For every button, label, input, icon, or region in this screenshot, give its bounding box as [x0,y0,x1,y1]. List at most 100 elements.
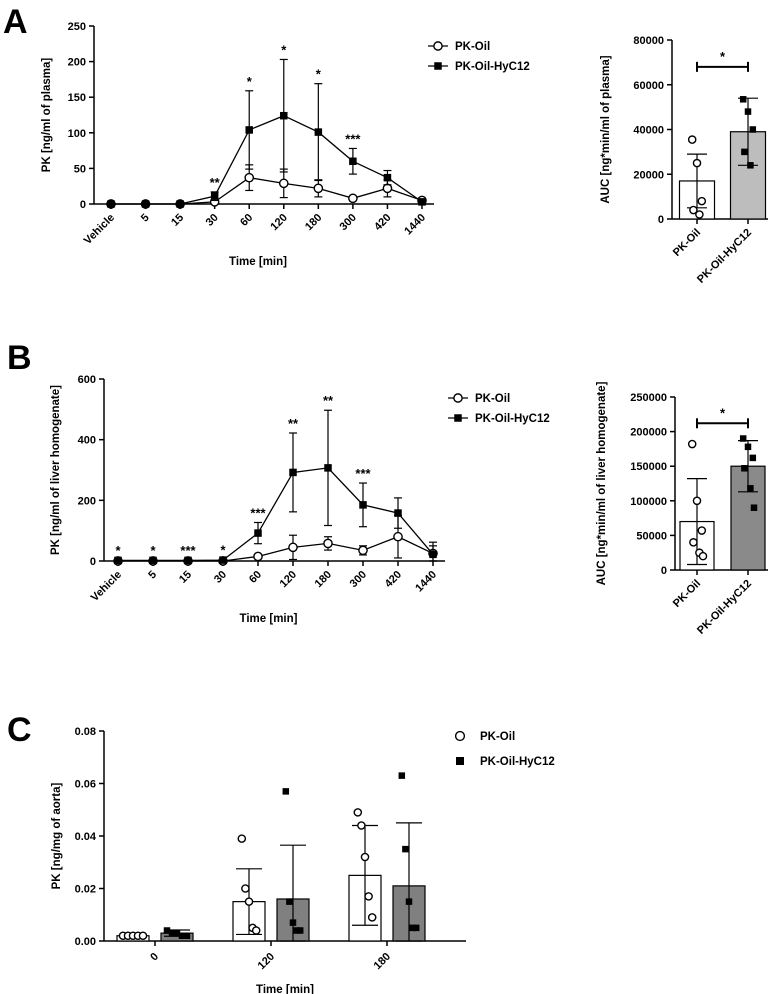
panel-a-y-tick-label: 100 [68,128,86,140]
panel-b-point [289,468,297,477]
panel-a-point [141,200,150,208]
panel-b-auc-y-axis-label: AUC [ng*min/ml of liver homogenate] [596,381,608,585]
panel-b-auc-y-tick-label: 200000 [630,427,667,439]
panel-b-x-tick-label: 60 [247,569,264,586]
panel-a-x-tick-label: 420 [372,212,393,233]
panel-c-data-point [289,919,297,926]
panel-b-x-tick-label: 1440 [413,569,439,595]
panel-a-series-line-0 [111,176,423,205]
panel-a-x-tick-label: 300 [338,212,359,233]
panel-a-auc-x-tick-label: PK-Oil-HyC12 [695,227,754,286]
panel-a-auc-data-point [747,162,754,169]
panel-b-point [219,556,227,564]
panel-a-legend-label: PK-Oil-HyC12 [455,61,530,73]
panel-b-auc-y-tick-label: 50000 [636,530,667,542]
panel-a-point [418,198,426,206]
panel-b-auc-data-point [739,435,747,442]
panel-c-y-axis-label: PK [ng/mg of aorta] [51,782,63,889]
panel-a-auc-x-tick-label: PK-Oil [671,227,703,259]
panel-c-legend-marker [456,757,464,765]
panel-b-y-tick-label: 200 [78,495,96,507]
panel-a-point [349,157,357,166]
panel-c-x-axis-label: Time [min] [256,984,314,994]
panel-c-legend-marker [454,730,466,742]
panel-a-point [245,126,253,134]
panel-b-x-tick-label: Vehicle [89,569,124,604]
panel-c-data-point [241,884,250,893]
panel-a-legend-marker [433,41,443,51]
panel-a-significance: ** [210,175,221,190]
panel-c-y-tick-label: 0.00 [75,936,96,948]
panel-a-x-tick-label: 1440 [402,212,428,238]
panel-a-auc-data-point [744,108,752,115]
panel-b-significance: * [220,542,226,557]
panel-a-x-tick-label: 120 [268,212,289,233]
panel-b-auc-y-tick-label: 0 [661,565,667,577]
panel-a-x-tick-label: 15 [169,212,186,229]
panel-b-auc-y-tick-label: 100000 [630,496,667,508]
panel-c-x-tick-label: 120 [256,951,277,972]
panel-c-data-point [353,808,363,817]
panel-c-legend-label: PK-Oil [480,731,515,743]
panel-c-y-tick-label: 0.04 [75,831,97,843]
panel-c-y-tick-label: 0.08 [75,726,96,738]
panel-a-legend-marker [434,62,442,70]
panel-b-y-axis-label: PK [ng/ml of liver homogenate] [50,385,62,555]
panel-c-data-point [183,932,191,939]
panel-b-y-tick-label: 400 [78,435,96,447]
panel-b-point [358,545,368,556]
panel-b-y-tick-label: 0 [90,556,96,568]
panel-b-x-tick-label: 180 [313,569,334,590]
panel-a-auc-y-tick-label: 20000 [633,169,664,181]
panel-a-point [244,172,255,183]
panel-a-auc-data-point [692,158,702,168]
panel-c-data-point [405,898,413,905]
panel-a-y-axis-label: PK [ng/ml of plasma] [41,58,53,173]
panel-b-point [254,529,262,537]
panel-b-point [324,464,332,472]
panel-b-legend-marker [453,393,463,403]
panel-b-point [394,509,402,517]
panel-a-auc-data-point [741,148,748,156]
panel-b-x-axis-label: Time [min] [240,613,298,625]
panel-b-point [114,556,122,565]
panel-b-auc-data-point [692,496,702,506]
panel-c-data-point [360,852,370,862]
panel-a-point [383,173,392,182]
panel-a-x-tick-label: 180 [303,212,324,233]
panel-c-data-point [163,927,171,934]
panel-b-x-tick-label: 15 [177,569,194,586]
panel-b-significance: ** [288,416,299,431]
panel-a-point [107,200,115,208]
panel-a-point [278,178,289,189]
panel-c-y-tick-label: 0.02 [75,884,96,896]
panel-c-data-point [251,926,261,935]
panel-b-point [184,556,192,565]
panel-a-point [348,193,358,204]
panel-a-auc-y-tick-label: 40000 [633,125,664,137]
panel-a-x-axis-label: Time [min] [229,256,287,268]
panel-b-auc-data-point [750,504,758,511]
panel-b-point [393,531,403,542]
panel-a-significance: *** [345,131,361,146]
panel-a-point [314,128,323,136]
panel-a-auc-data-point [697,196,707,206]
panel-a-auc-data-point [689,205,698,215]
panel-c-data-point [357,821,366,830]
panel-a-point [210,192,219,200]
panel-c-legend-label: PK-Oil-HyC12 [480,756,555,768]
panel-a-x-tick-label: 5 [139,212,152,225]
panel-b-significance: *** [180,543,196,558]
panel-a-x-tick-label: 30 [204,212,221,229]
panel-b-auc-significance: * [720,405,726,420]
panel-a-auc-y-tick-label: 80000 [633,35,664,47]
panel-c-x-tick-label: 0 [148,951,161,964]
panel-b-point [429,550,437,559]
panel-b-x-tick-label: 5 [146,569,159,582]
panel-b-auc-y-tick-label: 150000 [630,461,667,473]
panel-b-auc-data-point [687,439,697,449]
panel-b-significance: * [115,543,121,558]
panel-a-y-tick-label: 50 [74,163,86,175]
panel-b-point [288,542,298,553]
panel-c-data-point [168,929,176,937]
